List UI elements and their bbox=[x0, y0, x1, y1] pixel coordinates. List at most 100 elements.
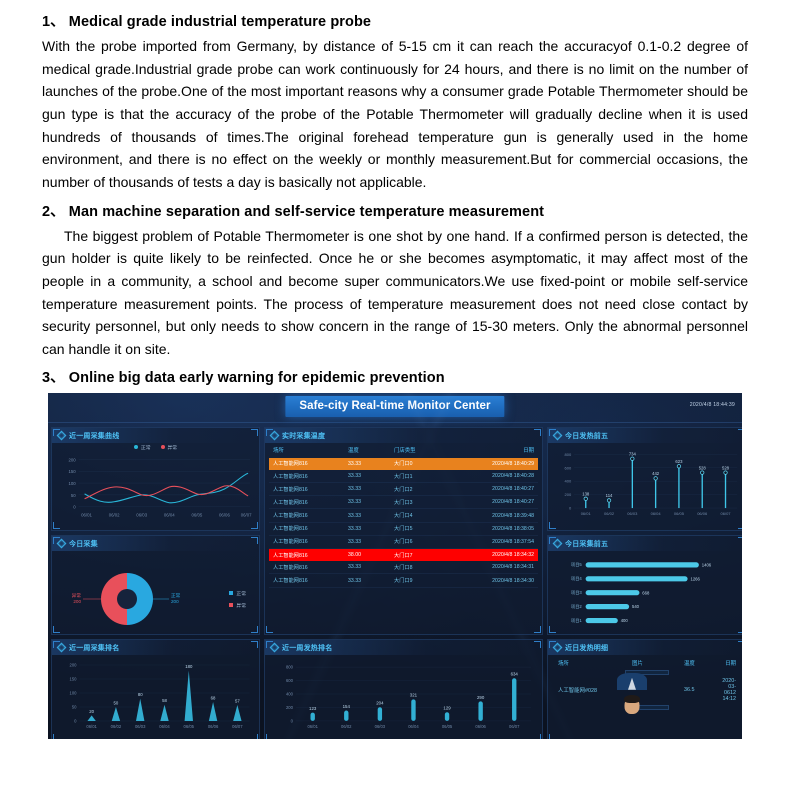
cell-store-type: 大门口7 bbox=[390, 548, 452, 562]
realtime-temperature-table: 场所 温度 门店类型 日期 人工智能网816 33.33 大门口0 2020/4/8 … bbox=[269, 443, 538, 588]
bar-value-label: 80 bbox=[138, 692, 143, 697]
donut-slice-abnormal bbox=[101, 573, 127, 626]
panel-header: 今日发热前五 bbox=[548, 427, 742, 443]
svg-text:06/01: 06/01 bbox=[81, 512, 92, 517]
cell-date: 2020/4/8 18:34:32 bbox=[452, 548, 538, 562]
svg-text:0: 0 bbox=[73, 504, 76, 509]
bar bbox=[512, 678, 517, 721]
donut-hole bbox=[117, 589, 137, 610]
table-row[interactable]: 人工智能网816 33.33 大门口8 2020/4/8 18:34:31 bbox=[269, 561, 538, 575]
legend-label-abnormal: 异常 bbox=[236, 603, 246, 609]
x-tick-label: 06/01 bbox=[307, 724, 318, 729]
table-row[interactable]: 人工智能网816 33.33 大门口4 2020/4/8 18:39:48 bbox=[269, 508, 538, 523]
cell-temperature: 33.33 bbox=[344, 495, 390, 510]
cell-temperature: 33.33 bbox=[344, 469, 390, 484]
cell-date: 2020/4/8 18:37:54 bbox=[452, 535, 538, 550]
bar-value-label: 58 bbox=[162, 698, 167, 703]
cell-place: 人工智能网816 bbox=[269, 522, 344, 536]
donut-label-abnormal: 异常 bbox=[72, 592, 82, 599]
cell-store-type: 大门口5 bbox=[390, 522, 452, 536]
table-row[interactable]: 人工智能网816 33.33 大门口5 2020/4/8 18:38:05 bbox=[269, 522, 538, 536]
bar-value-label: 68 bbox=[211, 695, 216, 700]
cell-temperature: 33.33 bbox=[344, 573, 390, 588]
corner-decoration bbox=[549, 733, 556, 739]
section-title-1: Medical grade industrial temperature pro… bbox=[68, 14, 372, 30]
legend-swatch-abnormal bbox=[229, 603, 234, 608]
cell-date: 2020/4/8 18:38:05 bbox=[452, 522, 538, 536]
table-body: 人工智能网816 33.33 大门口0 2020/4/8 18:40:29 人工智能网8… bbox=[269, 457, 538, 588]
col-temperature: 温度 bbox=[348, 447, 359, 454]
corner-decoration bbox=[534, 640, 541, 648]
panel-fever-rank: 近一周发热排名 800 600 400 200 0 123 06/01 154 06/02 204… bbox=[264, 638, 543, 739]
corner-decoration bbox=[266, 625, 273, 633]
section-title-3: Online big data early warning for epidem… bbox=[68, 369, 445, 386]
table-row[interactable]: 人工智能网816 38.00 大门口7 2020/4/8 18:34:32 bbox=[269, 548, 538, 562]
table-row[interactable]: 人工智能网816 33.33 大门口2 2020/4/8 18:40:27 bbox=[269, 482, 538, 497]
cell-date: 2020/4/8 18:40:29 bbox=[452, 457, 538, 470]
cone-bar bbox=[111, 706, 121, 721]
table-row[interactable]: 人工智能网816 33.33 大门口1 2020/4/8 18:40:28 bbox=[269, 469, 538, 484]
svg-text:06/02: 06/02 bbox=[109, 512, 120, 517]
section-number-2: 2、 bbox=[42, 203, 65, 220]
donut-value-abnormal: 200 bbox=[73, 599, 81, 604]
bar bbox=[344, 710, 349, 721]
corner-decoration bbox=[251, 625, 258, 633]
hbar bbox=[585, 589, 640, 596]
cell-date: 2020/4/8 18:40:27 bbox=[452, 495, 538, 510]
x-tick-label: 06/05 bbox=[442, 724, 453, 729]
hbar bbox=[585, 617, 618, 623]
bar-value-label: 442 bbox=[652, 471, 660, 476]
bar-value-label: 114 bbox=[606, 493, 613, 498]
panel-header: 今日采集前五 bbox=[548, 535, 742, 551]
section-title-2: Man machine separation and self-service … bbox=[68, 203, 545, 220]
bar-head-marker bbox=[583, 496, 588, 501]
cell-temperature: 33.33 bbox=[344, 482, 390, 497]
table-head: 场所 温度 门店类型 日期 bbox=[269, 443, 538, 458]
cell-store-type: 大门口2 bbox=[390, 482, 452, 497]
panel-title: 今日采集前五 bbox=[565, 540, 609, 548]
table-row[interactable]: 人工智能网816 33.33 大门口6 2020/4/8 18:37:54 bbox=[269, 535, 538, 550]
cell-place: 人工智能网816 bbox=[269, 469, 344, 484]
corner-decoration bbox=[53, 640, 60, 648]
table-row[interactable]: 人工智能网816 33.33 大门口3 2020/4/8 18:40:27 bbox=[269, 495, 538, 510]
panel-title: 今日发热前五 bbox=[565, 432, 609, 440]
cone-bar bbox=[87, 715, 96, 721]
corner-decoration bbox=[738, 640, 742, 648]
y-tick-label: 100 bbox=[70, 690, 78, 695]
bar-value-label: 400 bbox=[621, 618, 629, 623]
hbar bbox=[585, 603, 630, 609]
x-tick-label: 06/06 bbox=[475, 724, 486, 729]
y-tick-label: 0 bbox=[291, 718, 294, 723]
cell-date: 2020/4/8 18:40:28 bbox=[452, 469, 538, 484]
y-tick-label: 400 bbox=[286, 691, 294, 696]
panel-title: 今日采集 bbox=[69, 540, 98, 548]
bar-value-label: 154 bbox=[343, 704, 351, 709]
bar-value-label: 138 bbox=[582, 491, 590, 496]
x-tick-label: 06/03 bbox=[375, 724, 386, 729]
col-date: 日期 bbox=[725, 660, 736, 667]
corner-decoration bbox=[53, 625, 60, 633]
panel-today-collect: 今日采集 异常 200 正常 200 正常 bbox=[51, 534, 260, 635]
corner-decoration bbox=[534, 733, 541, 739]
corner-decoration bbox=[738, 626, 742, 633]
bar-value-label: 734 bbox=[629, 451, 637, 456]
panel-title: 实时采集温度 bbox=[282, 432, 326, 440]
line-series-abnormal bbox=[84, 484, 249, 500]
diamond-icon bbox=[269, 642, 280, 653]
cell-date: 2020/4/8 18:39:48 bbox=[452, 508, 538, 523]
corner-decoration bbox=[549, 640, 556, 648]
section-number-3: 3、 bbox=[42, 369, 65, 386]
panel-weekly-rank: 近一周采集排名 200 150 100 50 0 20 06/01 50 06/02 80 06/0… bbox=[51, 638, 260, 739]
chart-area-collect-top5: 项目5 1406 项目4 1266 项目3 668 项目2 540 项目1 400 bbox=[548, 551, 742, 633]
col-temperature: 温度 bbox=[684, 660, 695, 667]
cell-temperature: 38.00 bbox=[344, 548, 390, 562]
table-row[interactable]: 人工智能网816 33.33 大门口9 2020/4/8 18:34:30 bbox=[269, 573, 538, 588]
corner-decoration bbox=[266, 428, 273, 436]
table-row[interactable]: 人工智能网816 33.33 大门口0 2020/4/8 18:40:29 bbox=[269, 457, 538, 470]
panel-realtime-table: 实时采集温度 场所 温度 门店类型 日期 人工智能网816 33.33 大门口0 20… bbox=[264, 426, 543, 635]
cone-bar bbox=[233, 704, 242, 721]
detail-place: 人工智能网#028 bbox=[558, 687, 597, 694]
pin-bar-chart-svg: 800 600 400 200 0 138 06/01 114 06/02 734 06/03 442… bbox=[565, 451, 738, 516]
svg-text:200: 200 bbox=[68, 457, 76, 462]
panel-title: 近一周发热排名 bbox=[282, 644, 333, 652]
